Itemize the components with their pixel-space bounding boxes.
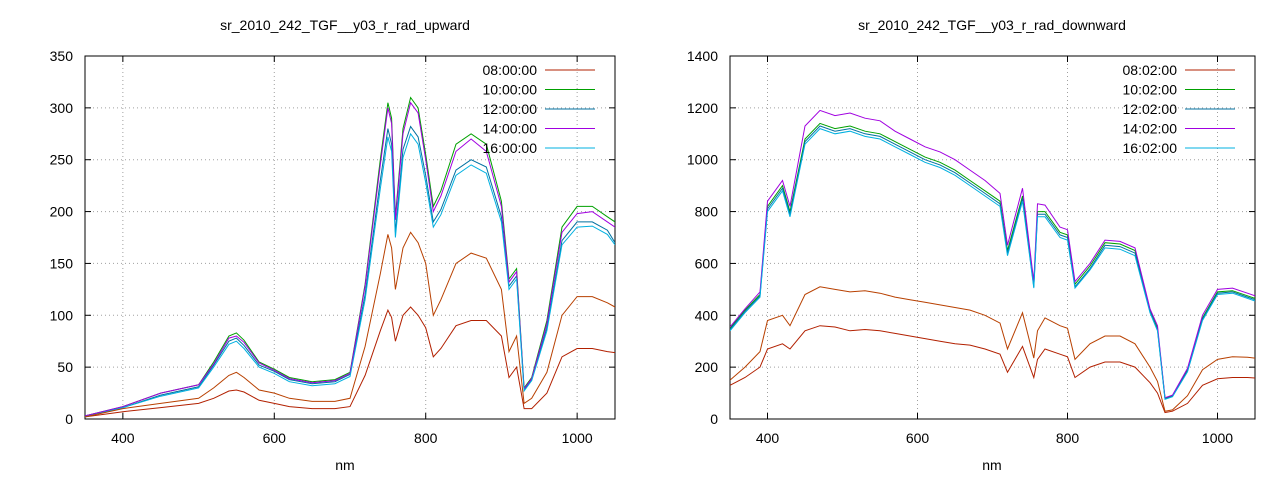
y-tick-label: 0	[710, 411, 718, 427]
y-tick-label: 200	[50, 204, 74, 220]
series-line-14-00-00	[85, 101, 615, 417]
x-tick-label: 400	[111, 430, 135, 446]
chart-panel-2: 400 600 800 1000 0 200 400 600 800 1000 1200 1400 sr…	[687, 17, 1256, 473]
legend-label: 10:02:00	[1123, 82, 1178, 98]
x-tick-label: 1000	[1202, 430, 1233, 446]
series-line-08-00-00	[85, 306, 615, 418]
x-axis-label: nm	[982, 457, 1001, 473]
x-tick-label: 400	[756, 430, 780, 446]
y-tick-label: 1200	[687, 100, 718, 116]
series-line-10-00-00	[85, 96, 615, 417]
series-line-12-02-00	[730, 125, 1255, 400]
legend-label: 16:00:00	[483, 140, 538, 156]
series-line-16-02-00	[730, 128, 1255, 400]
y-tick-label: 0	[65, 411, 73, 427]
x-tick-label: 600	[263, 430, 287, 446]
legend-label: 08:02:00	[1123, 62, 1178, 78]
series-line-10-02-00	[730, 122, 1255, 399]
series-line-16-00-00	[85, 132, 615, 418]
y-tick-label: 150	[50, 255, 74, 271]
chart-panel-1: 400 600 800 1000 0 50 100 150 200 250 300 350 sr_201…	[50, 17, 616, 473]
y-tick-label: 200	[695, 359, 719, 375]
legend-label: 14:00:00	[483, 121, 538, 137]
y-tick-label: 1000	[687, 152, 718, 168]
y-tick-label: 350	[50, 48, 74, 64]
series-line-12-00-00	[85, 125, 615, 417]
series-line-unlabeled-5	[730, 286, 1255, 412]
legend-label: 16:02:00	[1123, 140, 1178, 156]
x-tick-label: 1000	[562, 430, 593, 446]
x-tick-label: 600	[906, 430, 930, 446]
plot-frame	[84, 55, 616, 420]
legend-label: 14:02:00	[1123, 121, 1178, 137]
chart-title: sr_2010_242_TGF__y03_r_rad_upward	[220, 17, 470, 33]
chart-title: sr_2010_242_TGF__y03_r_rad_downward	[858, 17, 1126, 33]
y-tick-label: 100	[50, 307, 74, 323]
y-tick-label: 1400	[687, 48, 718, 64]
y-tick-label: 250	[50, 152, 74, 168]
y-tick-label: 50	[57, 359, 73, 375]
y-tick-label: 300	[50, 100, 74, 116]
series-line-08-02-00	[730, 325, 1255, 414]
legend-label: 12:02:00	[1123, 101, 1178, 117]
y-tick-label: 800	[695, 204, 719, 220]
y-tick-label: 600	[695, 255, 719, 271]
legend-label: 12:00:00	[483, 101, 538, 117]
legend-label: 08:00:00	[483, 62, 538, 78]
series-line-unlabeled-5	[85, 231, 615, 418]
plot-frame	[729, 55, 1256, 420]
legend-label: 10:00:00	[483, 82, 538, 98]
y-tick-label: 400	[695, 307, 719, 323]
x-tick-label: 800	[414, 430, 438, 446]
x-tick-label: 800	[1056, 430, 1080, 446]
x-axis-label: nm	[335, 457, 354, 473]
series-line-14-02-00	[730, 109, 1255, 399]
